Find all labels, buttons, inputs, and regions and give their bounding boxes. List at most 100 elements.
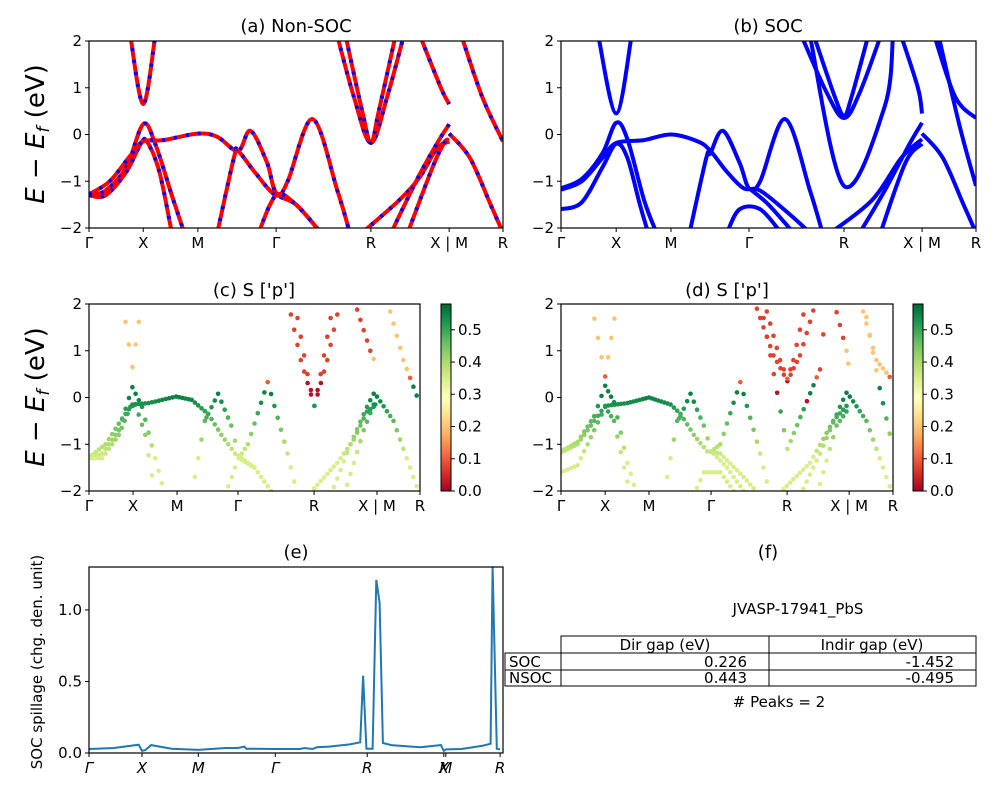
projected-point (212, 422, 218, 427)
projected-point (305, 371, 310, 377)
projected-point (827, 427, 833, 433)
panel-d-points (561, 306, 892, 491)
x-tick-label: M (643, 497, 656, 515)
projected-point (288, 312, 294, 317)
band-line-dashed (89, 136, 173, 228)
y-tick-label: 0 (544, 126, 554, 144)
projected-point (827, 446, 833, 452)
band-line (89, 128, 320, 228)
projected-point (721, 431, 726, 437)
projected-point (109, 442, 115, 447)
projected-point (595, 420, 601, 425)
band-line (561, 120, 657, 228)
band-line (813, 41, 869, 118)
projected-point (721, 454, 726, 460)
projected-point (204, 415, 209, 420)
projected-point (767, 343, 773, 349)
colorbar-tick-label: 0.3 (458, 385, 482, 403)
projected-point (625, 460, 630, 466)
panel-b-title: (b) SOC (733, 16, 802, 37)
projected-point (599, 393, 604, 399)
projected-point (321, 353, 327, 358)
band-line-dashed (391, 123, 451, 228)
projected-point (106, 442, 112, 447)
y-tick-label: 0 (72, 389, 82, 407)
projected-point (880, 366, 886, 371)
projected-point (761, 315, 766, 321)
band-line-dashed (407, 137, 451, 228)
projected-point (344, 450, 350, 456)
projected-point (602, 374, 608, 379)
projected-point (711, 451, 716, 456)
projected-point (149, 443, 155, 448)
projected-point (106, 446, 112, 452)
panel-c-xticks: Γ X M Γ R X | M R (85, 491, 425, 515)
projected-point (226, 442, 231, 447)
projected-point (397, 437, 403, 442)
projected-point (705, 436, 710, 441)
projected-point (724, 479, 730, 484)
y-tick-label: 2 (72, 295, 82, 313)
projected-point (368, 348, 373, 354)
band-line (937, 41, 976, 187)
projected-point (305, 380, 310, 386)
projected-point (694, 436, 700, 442)
projected-point (698, 440, 703, 446)
projected-point (734, 390, 740, 395)
projected-point (887, 431, 892, 437)
projected-point (130, 364, 135, 370)
projected-point (414, 484, 420, 489)
projected-point (834, 412, 839, 417)
x-tick-label: Γ (557, 497, 566, 515)
panel-c-colorbar: 0.0 0.1 0.2 0.3 0.4 0.5 (440, 303, 482, 500)
projected-point (671, 405, 677, 410)
projected-point (847, 394, 853, 399)
projected-point (807, 391, 813, 396)
projected-point (618, 430, 624, 435)
band-line (258, 191, 320, 228)
x-tick-label: M (171, 497, 184, 515)
projected-point (804, 463, 809, 469)
projected-point (401, 446, 406, 452)
colorbar-gradient (912, 303, 924, 492)
projected-point (741, 391, 746, 397)
x-tick-label: X | M (830, 497, 868, 515)
projected-point (785, 376, 790, 382)
projected-point (791, 477, 796, 482)
projected-point (354, 449, 360, 455)
band-line (833, 137, 924, 228)
projected-point (96, 456, 102, 461)
table-header-indir-gap: Indir gap (eV) (821, 636, 924, 654)
projected-point (215, 427, 221, 432)
projected-point (205, 411, 211, 417)
projected-point (585, 424, 590, 429)
projected-point (734, 468, 740, 473)
colorbar-tick-label: 0.4 (458, 353, 482, 371)
projected-point (787, 480, 793, 485)
projected-point (298, 357, 304, 363)
projected-point (864, 314, 869, 320)
projected-point (621, 445, 627, 451)
projected-point (844, 409, 849, 414)
x-tick-label: Γ (272, 234, 281, 252)
projected-point (605, 409, 611, 414)
projected-point (794, 422, 800, 428)
band-line (933, 41, 976, 120)
projected-point (870, 345, 876, 351)
band-line (597, 41, 633, 116)
band-line (900, 41, 924, 114)
projected-point (222, 407, 227, 413)
projected-point (149, 473, 155, 478)
panel-c-ylabel: E − Ef (eV) (21, 327, 54, 467)
projected-point (708, 470, 713, 475)
projected-point (824, 430, 829, 436)
projected-point (605, 389, 611, 394)
projected-point (374, 394, 380, 399)
x-tick-label: R (415, 497, 425, 515)
table-soc-dir-gap: 0.226 (704, 653, 747, 671)
projected-point (728, 484, 733, 489)
panel-e-soc-spillage: (e) 0.00.51.0 Γ X M Γ R XM R SOC spillage (chg… (28, 542, 505, 777)
panel-c-title: (c) S ['p'] (213, 280, 295, 301)
projected-point (335, 312, 340, 317)
projected-point (384, 408, 390, 414)
